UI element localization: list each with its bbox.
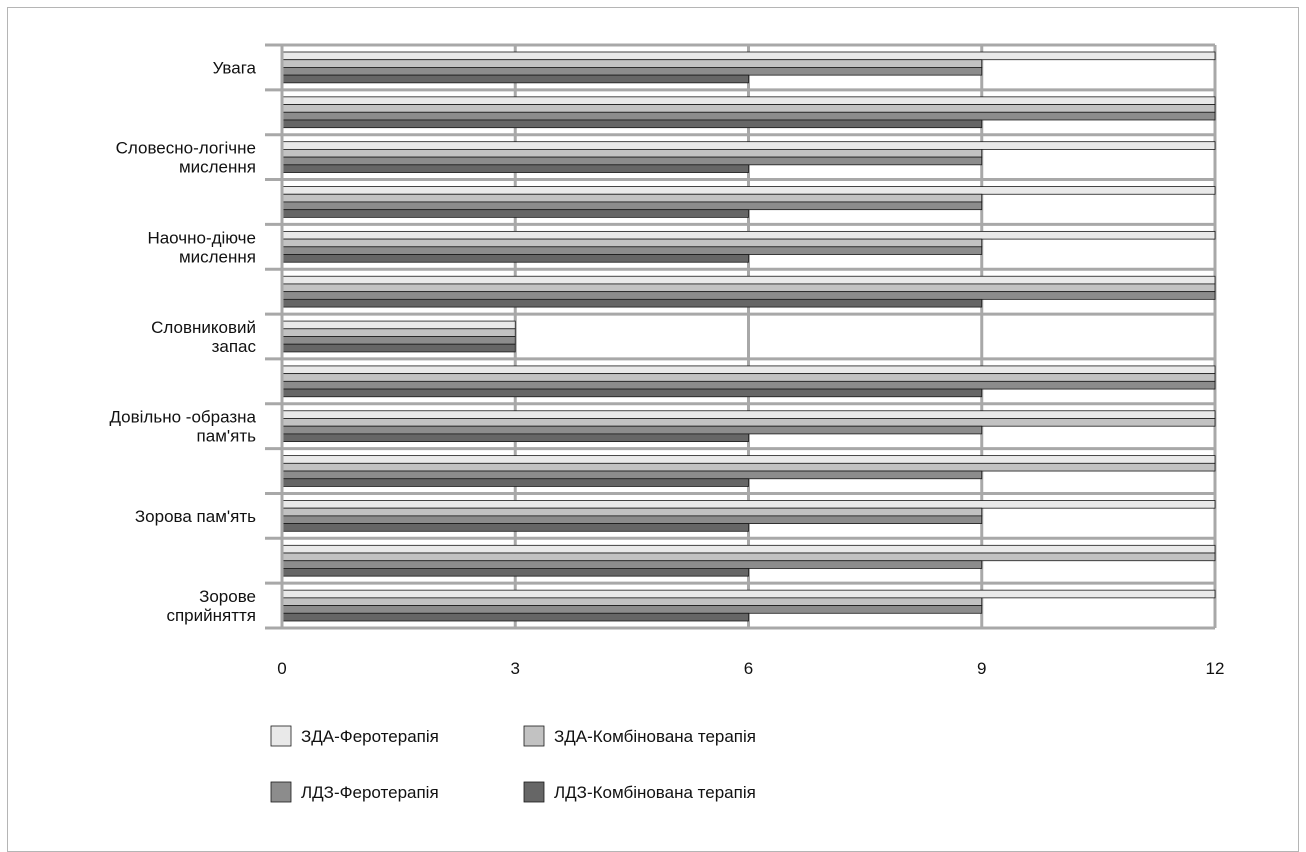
- y-category-label-line: Словниковий: [151, 318, 256, 337]
- bar: [281, 507, 983, 517]
- x-tick-label: 6: [744, 659, 753, 678]
- y-category-label-line: мислення: [179, 158, 256, 177]
- y-category-label-line: мислення: [179, 247, 256, 266]
- bar: [281, 425, 983, 435]
- bar: [281, 74, 749, 84]
- bar: [281, 193, 983, 203]
- bar: [281, 283, 1216, 293]
- bar: [281, 605, 983, 614]
- bar: [281, 336, 516, 345]
- bar: [281, 149, 983, 158]
- y-category-label: Зорова пам'ять: [135, 507, 256, 526]
- bar: [281, 500, 1216, 509]
- bar: [281, 230, 1216, 240]
- y-category-label: Словниковий запас: [151, 318, 256, 356]
- bar: [281, 141, 1216, 150]
- bar: [281, 373, 1216, 382]
- bar: [281, 320, 516, 330]
- bar: [281, 164, 749, 173]
- bar: [281, 544, 1216, 554]
- bar: [281, 515, 983, 524]
- bar: [281, 552, 1216, 562]
- bar: [281, 156, 983, 166]
- bar: [281, 201, 983, 211]
- legend-swatch: [523, 725, 545, 747]
- bar: [281, 597, 983, 606]
- bar: [281, 238, 983, 248]
- legend-swatch: [523, 781, 545, 803]
- bar: [281, 246, 983, 255]
- y-category-label-line: запас: [212, 337, 257, 356]
- bar: [281, 186, 1216, 195]
- bar: [281, 111, 1216, 121]
- bar: [281, 560, 983, 569]
- bar: [281, 523, 749, 532]
- bar: [281, 328, 516, 337]
- bar: [281, 589, 1216, 599]
- legend-swatch: [270, 725, 292, 747]
- bar: [281, 388, 983, 398]
- x-tick-label: 9: [977, 659, 986, 678]
- bar: [281, 418, 1216, 427]
- bar: [281, 275, 1216, 285]
- bar: [281, 96, 1216, 105]
- bar: [281, 365, 1216, 375]
- bar: [281, 433, 749, 443]
- y-category-label-line: Зорове: [199, 587, 256, 606]
- legend-label: ЛДЗ-Комбінована терапія: [554, 783, 756, 802]
- y-category-label: Увага: [213, 58, 257, 77]
- y-category-label-line: Увага: [213, 58, 257, 77]
- bar: [281, 59, 983, 68]
- bars-layer: [281, 51, 1216, 622]
- bar: [281, 119, 983, 129]
- legend-label: ЗДА-Феротерапія: [301, 727, 439, 746]
- legend-label: ЗДА-Комбінована терапія: [554, 727, 756, 746]
- bar: [281, 470, 983, 480]
- legend-swatch: [270, 781, 292, 803]
- y-category-label: Зорове сприйняття: [166, 587, 256, 625]
- bar: [281, 568, 749, 577]
- y-category-label-line: Словесно-логічне: [116, 139, 256, 158]
- bar: [281, 254, 749, 263]
- bar: [281, 291, 1216, 300]
- y-category-label: Наочно-діюче мислення: [147, 228, 256, 266]
- y-category-label-line: сприйняття: [166, 606, 256, 625]
- legend-label: ЛДЗ-Феротерапія: [301, 783, 439, 802]
- y-category-label-line: пам'ять: [197, 427, 257, 446]
- y-category-label-line: Зорова пам'ять: [135, 507, 256, 526]
- bar: [281, 209, 749, 218]
- x-tick-label: 12: [1206, 659, 1225, 678]
- bar: [281, 455, 1216, 464]
- bar: [281, 104, 1216, 113]
- bar: [281, 410, 1216, 419]
- y-category-label-line: Довільно -образна: [109, 408, 256, 427]
- bar: [281, 51, 1216, 61]
- x-tick-label: 3: [511, 659, 520, 678]
- bar: [281, 462, 1216, 472]
- bar: [281, 67, 983, 76]
- bar: [281, 380, 1216, 390]
- y-category-label: Словесно-логічне мислення: [116, 139, 256, 177]
- bar: [281, 343, 516, 353]
- y-category-label-line: Наочно-діюче: [147, 228, 256, 247]
- bar: [281, 478, 749, 487]
- bar: [281, 298, 983, 308]
- bar: [281, 612, 749, 622]
- y-category-label: Довільно -образна пам'ять: [109, 408, 256, 446]
- legend: ЗДА-Феротерапія ЗДА-Комбінована терапія ЛД…: [270, 725, 756, 803]
- x-tick-label: 0: [277, 659, 286, 678]
